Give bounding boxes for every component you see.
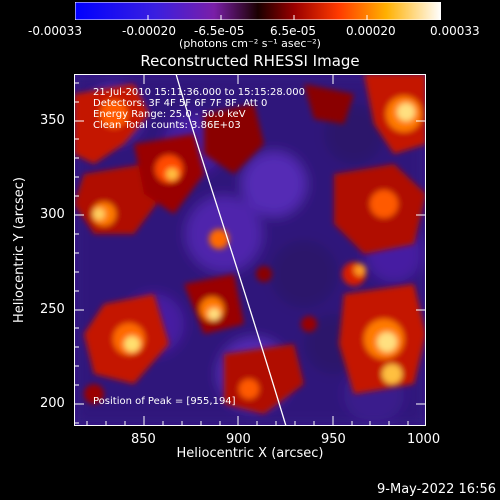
- time-range-text: 21-Jul-2010 15:11:36.000 to 15:15:28.000: [93, 87, 305, 98]
- plot-title: Reconstructed RHESSI Image: [140, 52, 360, 70]
- y-tick-label: 200: [40, 396, 65, 411]
- colorbar-tick-label: 0.00033: [430, 24, 480, 38]
- colorbar-tick-label: -6.5e-05: [194, 24, 245, 38]
- x-tick-label: 900: [226, 432, 251, 447]
- rhessi-image: [74, 74, 426, 426]
- colorbar-tick-label: 0.00020: [346, 24, 396, 38]
- total-counts-text: Clean Total counts: 3.86E+03: [93, 120, 241, 131]
- x-tick-label: 1000: [407, 432, 441, 447]
- footer-timestamp: 9-May-2022 16:56: [377, 482, 496, 497]
- colorbar-tick-label: -0.00033: [28, 24, 82, 38]
- colorbar: [75, 2, 441, 20]
- peak-position-text: Position of Peak = [955,194]: [93, 396, 236, 407]
- y-tick-label: 300: [40, 207, 65, 222]
- colorbar-units-label: (photons cm⁻² s⁻¹ asec⁻²): [179, 37, 321, 50]
- detectors-text: Detectors: 3F 4F 5F 6F 7F 8F, Att 0: [93, 98, 268, 109]
- x-tick-label: 950: [321, 432, 346, 447]
- y-axis-label: Heliocentric Y (arcsec): [12, 177, 27, 323]
- y-tick-label: 350: [40, 113, 65, 128]
- energy-range-text: Energy Range: 25.0 - 50.0 keV: [93, 109, 246, 120]
- colorbar-tick-label: -0.00020: [122, 24, 176, 38]
- x-axis-label: Heliocentric X (arcsec): [176, 446, 324, 461]
- y-tick-label: 250: [40, 302, 65, 317]
- x-tick-label: 850: [131, 432, 156, 447]
- colorbar-tick-label: 6.5e-05: [270, 24, 317, 38]
